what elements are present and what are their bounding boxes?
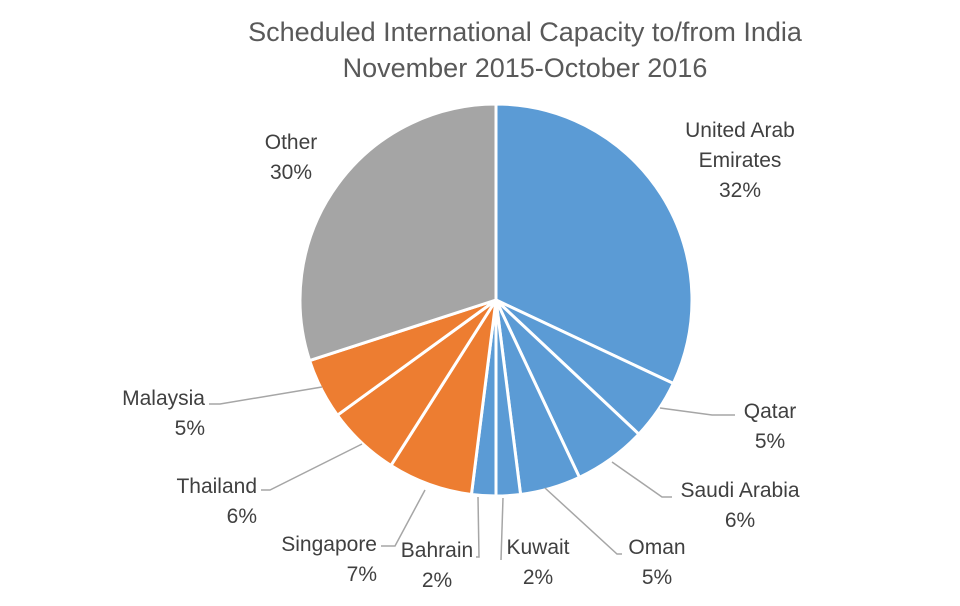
slice-label: United Arab Emirates 32% [685,119,795,202]
slice-value-label: 5% [642,566,672,589]
leader-line [500,497,504,561]
slice-value-label: 5% [755,430,785,453]
slice-label: Bahrain 2% [401,539,473,592]
leader-line [261,443,363,491]
leader-line [209,386,323,405]
slice-label: Malaysia 5% [122,387,205,440]
slice-label: Other 30% [265,131,318,184]
leader-line [381,489,426,547]
leader-line [476,496,480,558]
chart-subtitle: November 2015-October 2016 [343,53,708,83]
slice-name-label: Singapore [281,533,377,556]
slice-labels: United Arab Emirates 32% Qatar 5% Saudi Arabi… [122,119,800,592]
slice-value-label: 32% [719,179,761,202]
slice-label: Singapore 7% [281,533,377,586]
slice-name-label: Kuwait [506,536,569,559]
slice-name-label: United Arab [685,119,795,142]
slice-name-label: Saudi Arabia [680,479,799,502]
slice-label: Oman 5% [628,536,685,589]
pie-slice-other [298,102,498,363]
slice-name-label: Thailand [176,475,257,498]
slice-label: Thailand 6% [176,475,257,528]
slice-value-label: 2% [523,566,553,589]
slice-value-label: 30% [270,161,312,184]
slice-value-label: 7% [347,563,377,586]
slice-name-label: Malaysia [122,387,205,410]
leader-lines [209,386,735,561]
slice-label: Kuwait 2% [506,536,569,589]
slice-label: Qatar 5% [744,400,797,453]
leader-line [611,461,672,498]
slice-name-label: Oman [628,536,685,559]
slice-name-label: Other [265,131,318,154]
slice-name-label: Bahrain [401,539,473,562]
slice-value-label: 5% [175,417,205,440]
slice-value-label: 6% [227,505,257,528]
slice-value-label: 2% [422,569,452,592]
chart-title: Scheduled International Capacity to/from… [248,17,803,47]
slice-name-label: Qatar [744,400,797,423]
slice-name-label: Emirates [699,149,782,172]
pie-slices [298,102,694,498]
slice-label: Saudi Arabia 6% [680,479,799,532]
leader-line [659,407,735,416]
pie-slice-united-arab-emirates [494,102,694,386]
slice-value-label: 6% [725,509,755,532]
leader-line [544,487,622,555]
